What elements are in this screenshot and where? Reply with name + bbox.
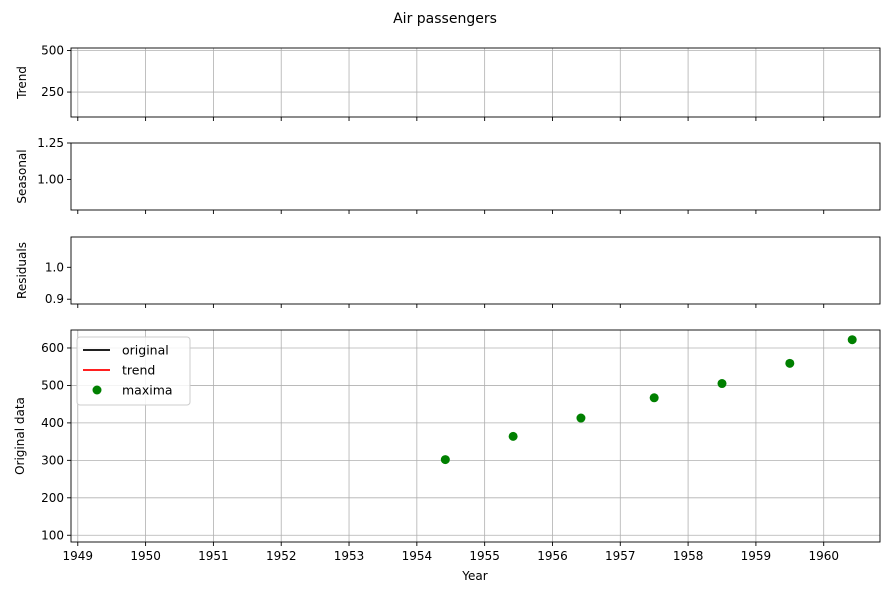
x-tick-label: 1950 [130,549,161,563]
x-tick-label: 1957 [605,549,636,563]
trend-panel: 250 500 Trend [15,43,881,121]
y-tick-label: 0.9 [45,292,64,306]
seasonal-axes: 1.00 1.25 [37,136,881,214]
legend-label-original: original [122,343,169,358]
x-tick-label: 1960 [808,549,839,563]
original-series [440,335,857,465]
axes-frame [70,47,881,118]
trend-grid [71,48,880,117]
y-tick-label: 200 [41,491,64,505]
x-tick-label: 1955 [469,549,500,563]
y-tick-label: 600 [41,341,64,355]
chart-title: Air passengers [393,11,497,27]
trend-ylabel: Trend [15,66,29,100]
x-tick-label: 1959 [741,549,772,563]
y-tick-label: 400 [41,416,64,430]
residuals-ylabel: Residuals [15,242,29,299]
y-tick-label: 500 [41,43,64,57]
seasonal-ylabel: Seasonal [15,149,29,203]
y-tick-label: 100 [41,528,64,542]
maxima-point [785,358,795,368]
legend-label-maxima: maxima [122,383,173,398]
x-tick-label: 1958 [673,549,704,563]
axes-frame [70,236,881,305]
x-tick-label: 1952 [266,549,297,563]
legend: original trend maxima [76,336,191,406]
axes-frame [70,329,881,543]
x-tick-label: 1954 [402,549,433,563]
x-tick-label: 1951 [198,549,229,563]
original-ylabel: Original data [13,397,27,475]
x-tick-label: 1956 [537,549,568,563]
y-tick-label: 250 [41,85,64,99]
maxima-point [649,393,659,403]
maxima-point [576,413,586,423]
y-tick-label: 300 [41,453,64,467]
x-tick-label: 1949 [63,549,94,563]
x-tick-label: 1953 [334,549,365,563]
y-tick-label: 1.00 [37,172,64,186]
y-tick-label: 1.0 [45,260,64,274]
maxima-point [717,379,727,389]
residuals-panel: 0.9 1.0 Residuals [15,236,881,308]
y-tick-label: 500 [41,378,64,392]
residuals-axes: 0.9 1.0 [45,236,881,308]
seasonal-panel: 1.00 1.25 Seasonal [15,136,881,214]
legend-label-trend: trend [122,363,155,378]
original-axes: 100 200 300 400 500 600 1949 1950 1951 1952 1953 19… [41,329,881,563]
x-axis-label: Year [461,569,487,583]
legend-marker-maxima [92,385,102,395]
axes-frame [70,142,881,211]
maxima-point [847,335,857,345]
original-grid [71,330,880,542]
y-tick-label: 1.25 [37,136,64,150]
trend-axes: 250 500 [41,43,881,121]
original-panel: 100 200 300 400 500 600 1949 1950 1951 1952 1953 19… [13,329,881,563]
maxima-point [508,431,518,441]
maxima-point [440,455,450,465]
legend-box [76,336,191,406]
